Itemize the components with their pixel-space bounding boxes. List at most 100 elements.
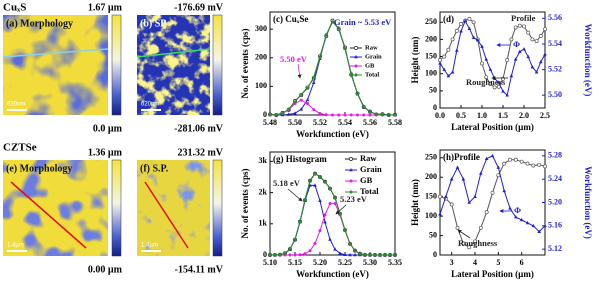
colorbar-min: 0.0 µm bbox=[93, 123, 123, 134]
data-point bbox=[455, 165, 460, 169]
data-point bbox=[467, 245, 472, 250]
data-point bbox=[338, 211, 342, 215]
colorbar-min: -281.06 mV bbox=[174, 123, 224, 134]
data-point bbox=[478, 225, 483, 230]
data-point bbox=[318, 55, 322, 59]
x-tick-label: 5.35 bbox=[388, 258, 402, 267]
data-point bbox=[303, 198, 307, 202]
y-tick-label: 0 bbox=[433, 250, 437, 259]
data-point bbox=[353, 253, 357, 257]
data-point bbox=[496, 165, 501, 169]
data-point bbox=[543, 164, 547, 169]
data-point bbox=[299, 98, 303, 102]
data-point bbox=[530, 65, 535, 69]
x-tick-label: 6 bbox=[520, 258, 524, 267]
annotation: Φ bbox=[513, 39, 520, 49]
data-point bbox=[343, 228, 347, 232]
series-line bbox=[270, 21, 395, 116]
data-point bbox=[313, 183, 317, 187]
data-point bbox=[473, 239, 477, 244]
map-texture bbox=[137, 160, 210, 256]
data-point bbox=[323, 213, 327, 217]
data-point bbox=[393, 113, 397, 117]
data-point bbox=[331, 20, 334, 24]
data-point bbox=[543, 27, 547, 32]
data-point bbox=[490, 153, 495, 158]
data-point bbox=[461, 177, 466, 181]
data-point bbox=[328, 186, 332, 190]
data-point bbox=[526, 30, 531, 35]
data-point bbox=[438, 61, 442, 65]
data-point bbox=[362, 113, 366, 117]
data-point bbox=[496, 173, 501, 178]
data-point bbox=[497, 80, 501, 84]
data-point bbox=[298, 220, 302, 224]
legend-label: Total bbox=[365, 71, 379, 78]
data-point bbox=[505, 58, 510, 62]
data-point bbox=[455, 225, 460, 230]
data-point bbox=[543, 52, 547, 56]
colorbar-max: 1.67 µm bbox=[88, 2, 123, 13]
data-point bbox=[305, 97, 310, 102]
colorbar-min: 0.00 µm bbox=[88, 264, 123, 275]
data-point bbox=[311, 80, 316, 84]
data-point bbox=[378, 253, 382, 257]
data-point bbox=[438, 194, 442, 199]
data-point bbox=[471, 35, 476, 39]
data-point bbox=[338, 251, 342, 255]
data-point bbox=[293, 253, 297, 257]
colorbar bbox=[212, 14, 223, 116]
y2-tick-label: 5.56 bbox=[548, 13, 562, 22]
data-point bbox=[508, 157, 512, 162]
data-point bbox=[488, 67, 493, 71]
map-texture bbox=[3, 160, 108, 256]
data-point bbox=[268, 253, 272, 257]
y-tick-label: 100 bbox=[425, 69, 437, 78]
x-tick-label: 1.5 bbox=[498, 111, 508, 120]
data-point bbox=[537, 229, 541, 233]
legend-label: GB bbox=[360, 175, 373, 185]
data-point bbox=[328, 237, 332, 241]
y-tick-label: 100 bbox=[425, 211, 437, 220]
chart-title: (h)Profile bbox=[443, 152, 480, 162]
data-point bbox=[293, 237, 297, 241]
map-texture bbox=[137, 15, 210, 115]
data-point bbox=[333, 196, 337, 200]
y-tick-label: 50 bbox=[429, 86, 437, 95]
data-point bbox=[312, 108, 316, 112]
y-tick-label: 200 bbox=[425, 34, 437, 43]
data-point bbox=[502, 188, 506, 193]
y-tick-label: 150 bbox=[425, 191, 437, 200]
data-point bbox=[471, 20, 476, 25]
colorbar bbox=[111, 159, 122, 257]
data-point bbox=[349, 113, 353, 117]
data-point bbox=[442, 67, 446, 71]
annotation: 5.23 eV bbox=[340, 194, 368, 204]
annotation: 5.50 eV bbox=[280, 54, 308, 64]
data-point bbox=[337, 26, 341, 30]
data-point bbox=[449, 202, 454, 207]
x-tick-label: 3 bbox=[450, 258, 454, 267]
annotation: Grain ~ 5.53 eV bbox=[334, 17, 392, 27]
annotation: Roughness bbox=[466, 77, 506, 87]
y2-tick-label: 5.16 bbox=[548, 221, 562, 230]
data-point bbox=[362, 104, 366, 108]
data-point bbox=[526, 54, 530, 59]
y-tick-label: 200 bbox=[425, 172, 437, 181]
data-point bbox=[306, 102, 309, 106]
y-tick-label: 1k bbox=[259, 219, 268, 228]
data-point bbox=[324, 33, 328, 37]
data-point bbox=[454, 28, 459, 33]
y-axis-label: No. of events (cps) bbox=[240, 29, 250, 99]
data-point bbox=[463, 18, 467, 23]
data-point bbox=[358, 252, 362, 256]
data-point bbox=[273, 253, 277, 257]
data-point bbox=[508, 206, 512, 210]
legend-marker bbox=[354, 46, 358, 50]
data-point bbox=[393, 253, 397, 257]
profile-line bbox=[136, 48, 211, 58]
data-point bbox=[522, 24, 526, 29]
y-tick-label: 50 bbox=[429, 230, 437, 239]
data-point bbox=[281, 112, 284, 116]
y-tick-label: 3k bbox=[259, 156, 268, 165]
